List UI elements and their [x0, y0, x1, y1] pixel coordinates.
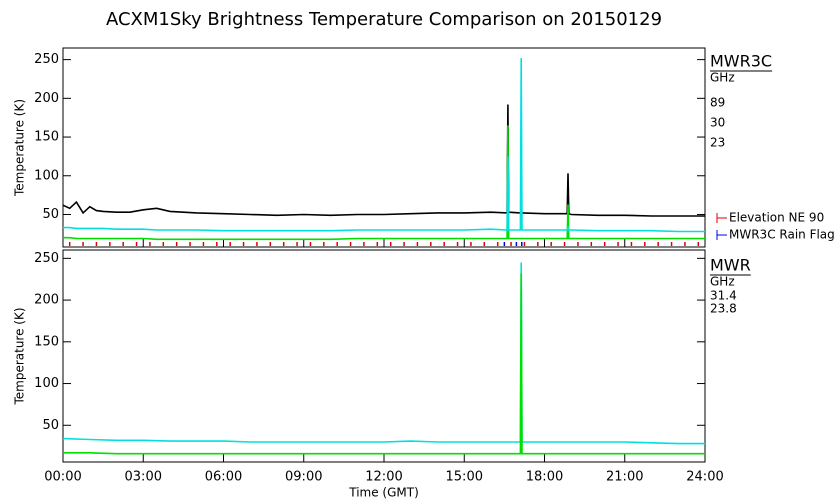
legend-label: 31.4 [710, 289, 737, 303]
data-line [62, 104, 705, 217]
y-tick-label: 150 [34, 130, 59, 145]
legend-title: MWR3C [710, 52, 772, 71]
legend-label: 30 [710, 116, 725, 130]
y-tick-label: 250 [34, 251, 59, 266]
y-axis-label: Temperature (K) [13, 99, 27, 197]
x-tick-label: 09:00 [285, 470, 322, 485]
data-line [63, 273, 705, 455]
y-tick-label: 50 [42, 418, 59, 433]
x-tick-label: 15:00 [446, 470, 483, 485]
chart-title: ACXM1Sky Brightness Temperature Comparis… [106, 9, 662, 30]
flag-legend-label: Elevation NE 90 [729, 211, 824, 225]
x-tick-label: 12:00 [365, 470, 402, 485]
y-tick-label: 100 [34, 168, 59, 183]
x-tick-label: 03:00 [125, 470, 162, 485]
data-line [63, 58, 705, 233]
y-tick-label: 200 [34, 91, 59, 106]
legend-subtitle: GHz [710, 71, 735, 85]
x-tick-label: 18:00 [526, 470, 563, 485]
y-tick-label: 250 [34, 52, 59, 67]
data-line [62, 262, 705, 445]
x-tick-label: 24:00 [686, 470, 723, 485]
legend-label: 89 [710, 96, 725, 110]
y-tick-label: 150 [34, 334, 59, 349]
y-axis-label: Temperature (K) [13, 307, 27, 405]
y-tick-label: 200 [34, 293, 59, 308]
legend-label: 23.8 [710, 302, 737, 316]
legend-label: 23 [710, 136, 725, 150]
y-tick-label: 50 [42, 207, 59, 222]
flag-legend-label: MWR3C Rain Flag [729, 228, 835, 242]
x-tick-label: 06:00 [205, 470, 242, 485]
x-tick-label: 00:00 [44, 470, 81, 485]
y-tick-label: 100 [34, 376, 59, 391]
data-line [63, 125, 705, 241]
legend-subtitle: GHz [710, 275, 735, 289]
legend-title: MWR [710, 256, 751, 275]
x-axis-label: Time (GMT) [348, 486, 419, 500]
x-tick-label: 21:00 [606, 470, 643, 485]
